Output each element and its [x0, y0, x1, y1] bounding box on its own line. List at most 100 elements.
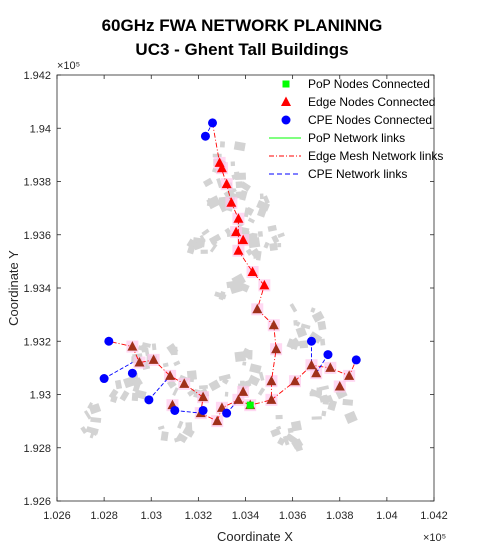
building — [88, 403, 102, 415]
y-tick-label: 1.94 — [30, 123, 51, 135]
building — [256, 199, 271, 212]
y-axis-ticks: 1.926 1.928 1.93 1.932 1.934 1.936 1.938 1.94 1.… — [23, 70, 434, 508]
building — [108, 388, 119, 400]
building — [255, 250, 262, 261]
node-markers — [99, 118, 361, 426]
building — [267, 224, 277, 232]
building — [257, 231, 263, 237]
cpe-node-marker — [323, 350, 333, 360]
building — [310, 307, 316, 313]
legend-label: CPE Nodes Connected — [308, 113, 432, 127]
building — [212, 153, 222, 158]
y-tick-label: 1.938 — [23, 177, 51, 189]
building — [235, 191, 247, 199]
edge-node-marker — [238, 386, 249, 396]
building-footprints — [80, 141, 358, 452]
building — [224, 391, 229, 397]
x-axis-label: Coordinate X — [217, 529, 293, 544]
legend-label: PoP Network links — [308, 131, 405, 145]
cpe-node-marker — [208, 118, 218, 128]
building — [226, 280, 239, 289]
building — [319, 338, 326, 346]
edge-node-marker — [127, 341, 138, 351]
building — [206, 198, 215, 207]
building — [200, 249, 208, 254]
building — [275, 414, 283, 420]
building — [131, 377, 143, 389]
building — [300, 323, 311, 330]
building — [308, 331, 323, 344]
building — [282, 435, 290, 446]
cpe-link — [103, 362, 133, 379]
edge-node-marker — [134, 357, 145, 367]
building — [257, 387, 266, 396]
building — [299, 340, 309, 349]
building — [318, 385, 330, 391]
edge-node-marker — [266, 375, 277, 386]
building — [239, 181, 251, 192]
building — [270, 427, 281, 438]
building — [241, 347, 253, 359]
building — [249, 363, 262, 374]
building — [162, 362, 169, 368]
building — [199, 234, 206, 243]
building — [85, 426, 99, 435]
y-tick-label: 1.932 — [23, 336, 51, 348]
building — [321, 410, 327, 417]
building — [234, 172, 247, 181]
building — [151, 343, 157, 351]
edge-node-marker — [221, 178, 232, 189]
edge-node-marker — [233, 245, 244, 255]
edge-node-marker — [226, 197, 237, 207]
building — [317, 320, 327, 331]
building — [186, 238, 197, 249]
edge-node-marker — [233, 394, 244, 404]
building — [319, 394, 329, 403]
building — [259, 193, 264, 200]
legend-label: CPE Network links — [308, 167, 407, 181]
y-tick-label: 1.942 — [23, 70, 51, 82]
building — [114, 379, 123, 390]
x-tick-label: 1.026 — [43, 510, 71, 522]
building — [294, 443, 303, 452]
building — [230, 161, 236, 167]
cpe-node-marker — [351, 355, 361, 365]
building — [80, 426, 88, 434]
cpe-node-marker — [198, 405, 208, 415]
chart-title-line-2: UC3 - Ghent Tall Buildings — [135, 40, 348, 59]
building — [263, 241, 270, 249]
building — [277, 232, 285, 239]
building — [160, 431, 169, 442]
edge-node-marker — [268, 319, 279, 330]
building — [262, 195, 270, 205]
edge-node-marker — [259, 279, 270, 290]
edge-node-marker — [344, 370, 355, 380]
y-tick-label: 1.928 — [23, 443, 51, 455]
building — [172, 387, 179, 397]
edge-node-marker — [216, 162, 227, 173]
cpe-node-marker — [200, 131, 210, 141]
building — [247, 374, 261, 387]
edge-node-marker — [231, 226, 242, 237]
y-tick-label: 1.934 — [23, 283, 51, 295]
x-tick-label: 1.038 — [326, 510, 354, 522]
edge-node-marker — [165, 370, 176, 380]
edge-node-marker — [198, 391, 209, 402]
building — [327, 399, 338, 411]
legend-label: Edge Nodes Connected — [308, 95, 435, 109]
edge-node-marker — [212, 415, 223, 426]
building — [171, 346, 178, 356]
building — [231, 188, 237, 194]
building — [311, 416, 322, 420]
edge-node-marker — [238, 234, 249, 245]
x-tick-label: 1.036 — [279, 510, 307, 522]
y-tick-label: 1.93 — [30, 390, 51, 402]
building — [221, 377, 229, 385]
y-tick-label: 1.926 — [23, 496, 51, 508]
edge-node-marker — [271, 343, 282, 354]
building — [309, 391, 318, 397]
edge-node-marker — [233, 213, 244, 223]
building — [287, 337, 301, 350]
building — [157, 425, 165, 431]
